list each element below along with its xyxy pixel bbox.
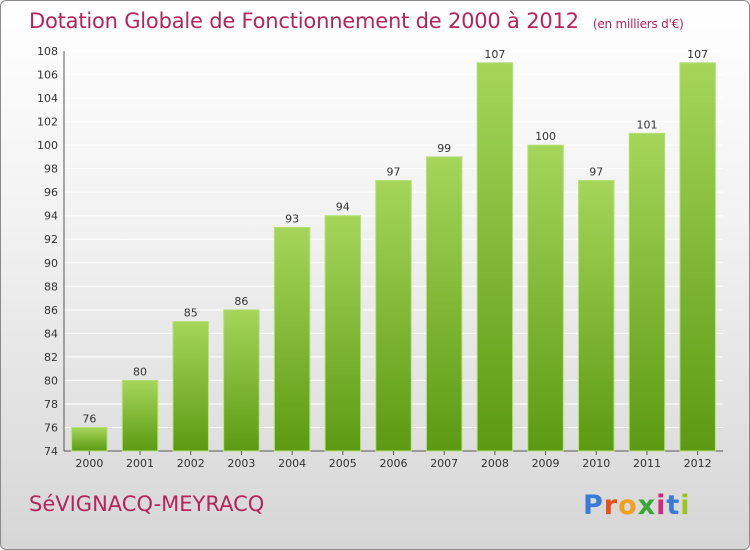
data-label-2012: 107 — [687, 48, 708, 61]
y-tick-label: 106 — [37, 69, 58, 82]
bar-2000 — [71, 426, 108, 452]
bar-2002 — [172, 321, 209, 452]
y-tick-label: 100 — [37, 139, 58, 152]
x-tick-labels: 2000 2001 2002 2003 2004 2005 2006 2007 2008 2009… — [75, 451, 712, 470]
bar-2004 — [273, 226, 311, 452]
bar-2007 — [425, 156, 463, 452]
y-tick-label: 108 — [37, 45, 58, 58]
y-tick-labels: 74 76 78 80 82 84 86 88 90 92 94 96 98 100 102 104 106 10… — [37, 45, 58, 458]
bar-2003 — [223, 309, 260, 452]
data-label-2008: 107 — [484, 48, 505, 61]
y-tick-label: 84 — [44, 327, 58, 340]
y-tick-label: 86 — [44, 304, 58, 317]
y-tick-label: 78 — [44, 398, 58, 411]
chart-title: Dotation Globale de Fonctionnement de 20… — [29, 9, 684, 33]
x-tick-label-2002: 2002 — [177, 457, 205, 470]
bar-2008 — [476, 62, 514, 452]
x-tick-label-2007: 2007 — [430, 457, 458, 470]
y-tick-label: 104 — [37, 92, 58, 105]
data-label-2010: 97 — [589, 165, 603, 178]
x-tick-label-2011: 2011 — [633, 457, 661, 470]
x-tick-label-2009: 2009 — [532, 457, 560, 470]
proxiti-logo: Proxiti — [583, 490, 691, 521]
x-tick-label-2005: 2005 — [329, 457, 357, 470]
data-label-2005: 94 — [336, 201, 350, 214]
x-tick-label-2006: 2006 — [380, 457, 408, 470]
bar-2005 — [324, 215, 362, 452]
y-tick-label: 90 — [44, 257, 58, 270]
data-label-2011: 101 — [636, 118, 657, 131]
data-label-2003: 86 — [234, 295, 248, 308]
x-tick-label-2004: 2004 — [278, 457, 306, 470]
data-label-2007: 99 — [437, 142, 451, 155]
y-tick-label: 92 — [44, 233, 58, 246]
y-tick-label: 80 — [44, 374, 58, 387]
data-label-2001: 80 — [133, 365, 147, 378]
data-labels: 76 80 85 86 93 94 97 99 107 100 97 101 107 — [82, 48, 708, 426]
bar-2006 — [375, 179, 412, 452]
y-tick-label: 102 — [37, 116, 58, 129]
commune-name: SéVIGNACQ-MEYRACQ — [29, 492, 265, 516]
y-tick-label: 94 — [44, 210, 58, 223]
y-tick-label: 96 — [44, 186, 58, 199]
data-label-2009: 100 — [535, 130, 556, 143]
x-tick-label-2010: 2010 — [582, 457, 610, 470]
x-tick-label-2000: 2000 — [75, 457, 103, 470]
y-tick-label: 82 — [44, 351, 58, 364]
y-tick-label: 98 — [44, 163, 58, 176]
x-tick-label-2012: 2012 — [684, 457, 712, 470]
y-tick-label: 88 — [44, 280, 58, 293]
data-label-2000: 76 — [82, 412, 96, 425]
x-tick-label-2001: 2001 — [126, 457, 154, 470]
data-label-2004: 93 — [285, 212, 299, 225]
bar-2011 — [628, 132, 666, 452]
bar-2009 — [527, 144, 564, 452]
bar-2001 — [121, 379, 159, 452]
x-tick-label-2003: 2003 — [227, 457, 255, 470]
unit-label: (en milliers d'€) — [592, 17, 684, 31]
bar-2010 — [578, 179, 615, 452]
y-tick-label: 74 — [44, 445, 58, 458]
x-tick-label-2008: 2008 — [481, 457, 509, 470]
bar-2012 — [679, 62, 716, 452]
bars — [71, 62, 716, 452]
data-label-2002: 85 — [184, 307, 198, 320]
y-tick-label: 76 — [44, 421, 58, 434]
data-label-2006: 97 — [387, 165, 401, 178]
